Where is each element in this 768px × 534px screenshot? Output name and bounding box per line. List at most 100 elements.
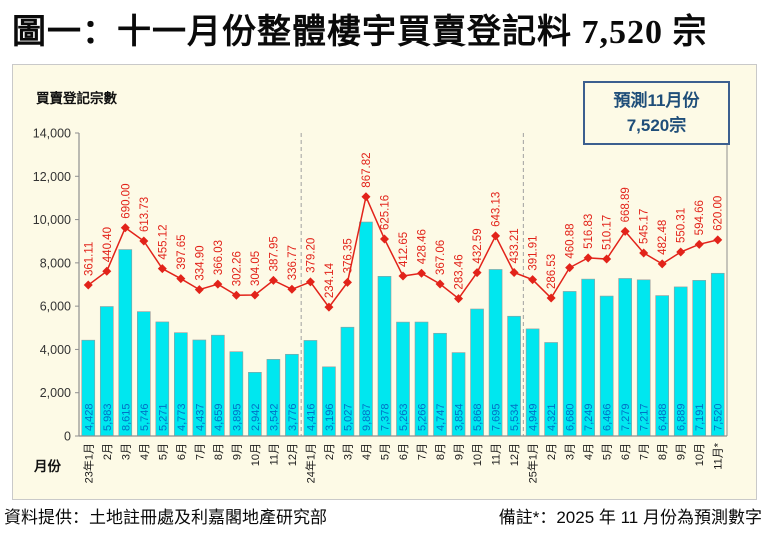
x-tick-label: 3月 (120, 443, 132, 460)
diamond-marker (120, 223, 130, 233)
x-tick-label: 8月 (657, 443, 669, 460)
line-point-label: 336.77 (287, 245, 299, 280)
diamond-marker (250, 290, 260, 300)
line-point-label: 460.88 (565, 223, 577, 258)
line-point-label: 516.83 (583, 214, 595, 249)
diamond-marker (620, 226, 630, 236)
forecast-annotation-box: 預測11月份 7,520宗 (583, 81, 730, 145)
diamond-marker (213, 279, 223, 289)
bar-value-label: 3,542 (268, 403, 280, 431)
diamond-marker (694, 239, 704, 249)
x-tick-label: 4月 (139, 443, 151, 460)
x-tick-label: 23年1月 (81, 443, 95, 483)
x-tick-label: 5月 (379, 443, 391, 460)
y-tick-label: 2,000 (40, 386, 71, 400)
diamond-marker (713, 235, 723, 245)
bar-value-label: 3,776 (287, 403, 299, 431)
line-point-label: 286.53 (546, 254, 558, 289)
x-tick-label: 9月 (676, 443, 688, 460)
x-tick-label: 7月 (417, 443, 429, 460)
line-point-label: 379.20 (305, 238, 317, 273)
bar-value-label: 2,942 (250, 403, 262, 431)
bar-value-label: 4,659 (213, 403, 225, 431)
line-point-label: 304.05 (250, 251, 262, 286)
x-tick-label: 12月 (287, 443, 299, 466)
line-point-label: 482.48 (657, 220, 669, 255)
x-tick-label: 2月 (324, 443, 336, 460)
y-tick-label: 8,000 (40, 256, 71, 270)
bar-line-chart: 4,428 5,983 8,615 5,746 5,271 4,773 4,437 4,659… (33, 127, 728, 483)
line-point-label: 668.89 (620, 187, 632, 222)
diamond-marker (565, 263, 575, 273)
chart-title: 圖一：十一月份整體樓宇買賣登記料 7,520 宗 (12, 14, 708, 51)
y-tick-label: 10,000 (33, 213, 71, 227)
diamond-marker (176, 274, 186, 284)
y-tick-label: 12,000 (33, 170, 71, 184)
y-tick-label: 14,000 (33, 127, 71, 141)
line-point-label: 690.00 (120, 184, 132, 219)
line-point-label: 643.13 (491, 192, 503, 227)
line-point-label: 361.11 (83, 242, 95, 276)
x-tick-label: 2月 (102, 443, 114, 460)
line-point-label: 625.16 (379, 195, 391, 230)
line-point-label: 283.46 (454, 254, 466, 289)
forecast-line2: 7,520宗 (626, 116, 687, 135)
x-tick-label: 25年1月 (526, 443, 540, 483)
x-tick-label: 6月 (620, 443, 632, 460)
diamond-marker (639, 248, 649, 258)
bar-value-label: 3,895 (231, 403, 243, 431)
diamond-marker (324, 302, 334, 312)
diamond-marker (231, 290, 241, 300)
x-tick-label: 10月 (694, 443, 706, 466)
diamond-marker (602, 254, 612, 264)
diamond-marker (398, 271, 408, 281)
bar-value-label: 3,854 (454, 403, 466, 431)
x-tick-label: 11月* (713, 442, 725, 469)
bar-value-label: 8,615 (120, 403, 132, 431)
diamond-marker (472, 268, 482, 278)
diamond-marker (139, 236, 149, 246)
x-tick-label: 9月 (231, 443, 243, 460)
bar-value-label: 5,983 (102, 403, 114, 431)
x-tick-label: 24年1月 (303, 443, 317, 483)
x-tick-label: 10月 (250, 443, 262, 466)
bar-value-label: 6,680 (565, 403, 577, 431)
bar-value-label: 3,196 (324, 403, 336, 431)
bar-value-label: 5,027 (342, 403, 354, 431)
x-tick-label: 9月 (454, 443, 466, 460)
line-point-label: 433.21 (509, 228, 521, 263)
diamond-marker (417, 268, 427, 278)
bar-value-label: 6,889 (676, 403, 688, 431)
bar-value-label: 4,437 (194, 403, 206, 431)
diamond-marker (676, 247, 686, 257)
line-point-label: 510.17 (602, 215, 614, 250)
bar-value-label: 4,773 (176, 403, 188, 431)
line-point-label: 550.31 (676, 208, 688, 243)
source-note: 資料提供：土地註冊處及利嘉閣地產研究部 (4, 508, 327, 527)
x-tick-label: 8月 (435, 443, 447, 460)
bar-value-label: 5,266 (417, 403, 429, 431)
x-tick-label: 10月 (472, 443, 484, 466)
bar-value-label: 5,868 (472, 403, 484, 431)
diamond-marker (83, 280, 93, 290)
bar-value-label: 4,428 (83, 403, 95, 431)
line-point-label: 387.95 (268, 236, 280, 271)
line-point-label: 391.91 (528, 235, 540, 270)
diamond-marker (268, 275, 278, 285)
x-tick-label: 3月 (565, 443, 577, 460)
bar-value-label: 5,746 (139, 403, 151, 431)
forecast-note: 備註*：2025 年 11 月份為預測數字 (498, 508, 762, 527)
diamond-marker (491, 231, 501, 241)
bar-value-label: 4,949 (528, 403, 540, 431)
line-point-label: 432.59 (472, 228, 484, 263)
bar-value-label: 6,466 (602, 403, 614, 431)
diamond-marker (342, 277, 352, 287)
bar-value-label: 4,747 (435, 403, 447, 431)
bar-value-label: 7,695 (491, 403, 503, 431)
x-tick-label: 12月 (509, 443, 521, 466)
diamond-marker (287, 284, 297, 294)
x-tick-label: 4月 (361, 443, 373, 460)
line-point-label: 366.03 (213, 240, 225, 275)
y-axis-title: 買賣登記宗數 (36, 91, 117, 106)
